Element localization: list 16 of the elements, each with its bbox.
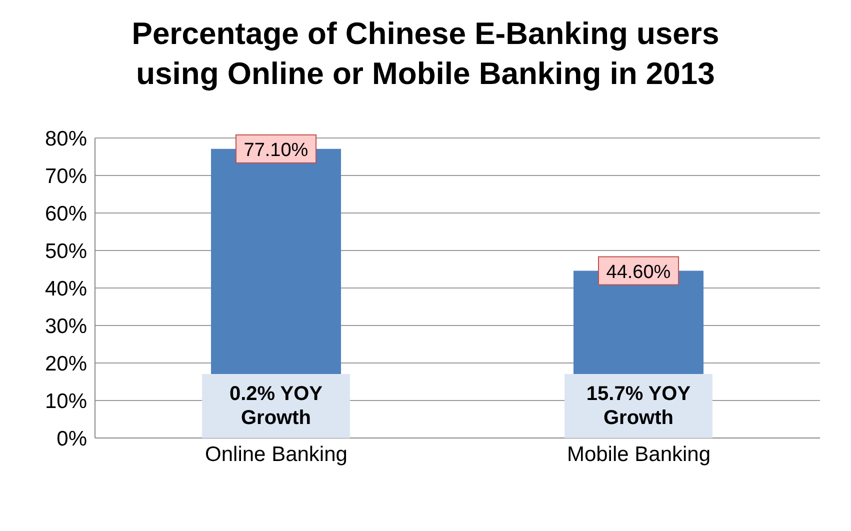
y-tick-label: 80% — [44, 127, 87, 150]
chart-title: Percentage of Chinese E-Banking users using Online or Mobile Banking in 2013 — [130, 15, 720, 93]
annotation: 0.2% YOY Growth — [229, 383, 324, 429]
y-tick-label: 20% — [44, 352, 87, 376]
y-tick-label: 40% — [44, 277, 87, 300]
y-tick-label: 30% — [44, 314, 87, 338]
y-tick-label: 50% — [44, 240, 87, 263]
y-tick-label: 70% — [44, 164, 87, 188]
data-label: 77.10% — [244, 140, 308, 161]
y-tick-label: 0% — [56, 427, 87, 450]
data-label: 44.60% — [606, 262, 671, 283]
annotation: 15.7% YOY Growth — [586, 383, 692, 429]
y-tick-label: 10% — [44, 390, 87, 413]
y-tick-label: 60% — [44, 202, 87, 226]
x-tick-label: Online Banking — [205, 442, 348, 466]
x-tick-label: Mobile Banking — [566, 442, 711, 466]
